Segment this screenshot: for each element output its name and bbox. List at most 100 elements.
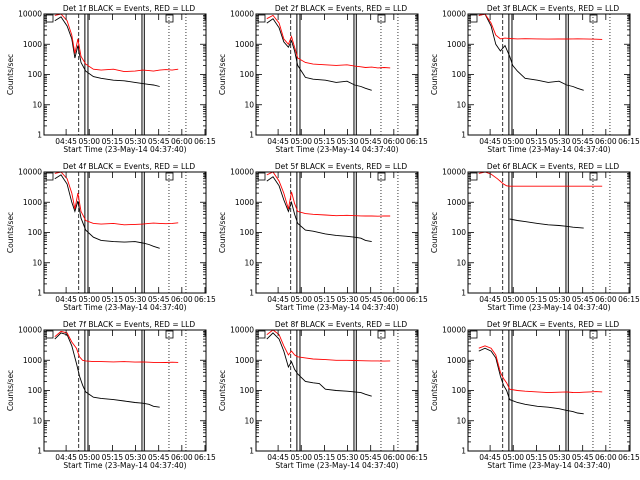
panel-det-5: 1 10 100 1000 10000 04:45 05:00 05:15 05:30 05:45… bbox=[218, 162, 428, 312]
x-tick-label: 05:45 bbox=[360, 453, 382, 462]
square-marker bbox=[165, 330, 174, 339]
x-tick-label: 06:15 bbox=[618, 137, 640, 146]
square-marker bbox=[257, 172, 266, 181]
x-tick-label: 06:00 bbox=[595, 137, 617, 146]
square-marker bbox=[377, 330, 386, 339]
x-tick-label: 05:00 bbox=[502, 295, 524, 304]
series-lld-line bbox=[54, 330, 179, 363]
y-tick-label: 1000 bbox=[235, 356, 254, 365]
y-tick-label: 10 bbox=[244, 258, 254, 267]
series-events-line bbox=[509, 218, 584, 229]
y-tick-label: 10000 bbox=[442, 326, 466, 335]
x-tick-label: 05:30 bbox=[125, 453, 147, 462]
y-tick-label: 10 bbox=[32, 258, 42, 267]
y-tick-label: 100 bbox=[240, 228, 255, 237]
plot-frame bbox=[43, 13, 207, 136]
x-tick-label: 05:45 bbox=[148, 137, 170, 146]
x-tick-label: 05:00 bbox=[78, 453, 100, 462]
series-lld-line bbox=[478, 345, 603, 394]
x-tick-label: 05:30 bbox=[125, 137, 147, 146]
x-axis-label: Start Time (23-May-14 04:37:40) bbox=[63, 461, 186, 470]
x-tick-label: 06:00 bbox=[383, 453, 405, 462]
x-axis-label: Start Time (23-May-14 04:37:40) bbox=[487, 303, 610, 312]
x-tick-label: 05:30 bbox=[337, 137, 359, 146]
y-tick-label: 100 bbox=[240, 70, 255, 79]
y-tick-label: 1 bbox=[249, 447, 254, 456]
y-tick-label: 10000 bbox=[18, 168, 42, 177]
panel-title: Det 6f BLACK = Events, RED = LLD bbox=[487, 162, 620, 171]
panel-title: Det 2f BLACK = Events, RED = LLD bbox=[275, 4, 408, 13]
y-axis-label: Counts/sec bbox=[6, 212, 15, 253]
square-marker bbox=[165, 172, 174, 181]
y-tick-label: 1 bbox=[461, 447, 466, 456]
x-axis-label: Start Time (23-May-14 04:37:40) bbox=[275, 303, 398, 312]
x-tick-label: 05:15 bbox=[526, 453, 548, 462]
x-tick-label: 05:30 bbox=[549, 453, 571, 462]
y-tick-label: 1000 bbox=[23, 40, 42, 49]
x-tick-label: 06:00 bbox=[171, 295, 193, 304]
x-tick-label: 05:30 bbox=[337, 453, 359, 462]
x-tick-label: 05:15 bbox=[102, 453, 124, 462]
series-lld-line bbox=[266, 329, 391, 362]
y-tick-label: 1000 bbox=[235, 198, 254, 207]
y-tick-label: 10 bbox=[32, 416, 42, 425]
series-events-line bbox=[54, 174, 160, 249]
y-tick-label: 10000 bbox=[18, 326, 42, 335]
y-tick-label: 1000 bbox=[23, 198, 42, 207]
y-tick-label: 100 bbox=[28, 386, 43, 395]
y-tick-label: 1000 bbox=[447, 356, 466, 365]
x-tick-label: 06:00 bbox=[383, 295, 405, 304]
x-tick-label: 06:15 bbox=[406, 295, 428, 304]
x-tick-label: 06:15 bbox=[406, 453, 428, 462]
series-lld-line bbox=[54, 171, 179, 226]
square-marker bbox=[589, 172, 598, 181]
x-tick-label: 04:45 bbox=[479, 295, 501, 304]
y-tick-label: 100 bbox=[452, 228, 467, 237]
x-tick-label: 05:15 bbox=[314, 453, 336, 462]
panel-det-9: 1 10 100 1000 10000 04:45 05:00 05:15 05:30 05:45… bbox=[430, 320, 640, 470]
series-events-line bbox=[266, 18, 372, 91]
x-tick-label: 06:00 bbox=[383, 137, 405, 146]
y-axis-label: Counts/sec bbox=[430, 370, 439, 411]
x-axis-label: Start Time (23-May-14 04:37:40) bbox=[275, 461, 398, 470]
y-tick-label: 1000 bbox=[23, 356, 42, 365]
panel-det-1: 1 10 100 1000 10000 04:45 05:00 05:15 05:30 05:45… bbox=[6, 4, 216, 154]
y-axis-label: Counts/sec bbox=[6, 54, 15, 95]
x-tick-label: 05:30 bbox=[549, 137, 571, 146]
y-axis-label: Counts/sec bbox=[430, 212, 439, 253]
x-tick-label: 05:00 bbox=[78, 137, 100, 146]
x-tick-label: 05:00 bbox=[290, 453, 312, 462]
x-tick-label: 05:45 bbox=[148, 453, 170, 462]
x-tick-label: 04:45 bbox=[55, 295, 77, 304]
y-tick-label: 1000 bbox=[447, 40, 466, 49]
panel-title: Det 3f BLACK = Events, RED = LLD bbox=[487, 4, 620, 13]
x-tick-label: 06:00 bbox=[171, 453, 193, 462]
y-tick-label: 1 bbox=[37, 289, 42, 298]
panel-det-3: 1 10 100 1000 10000 04:45 05:00 05:15 05:30 05:45… bbox=[430, 4, 640, 154]
x-tick-label: 06:15 bbox=[194, 453, 216, 462]
square-marker bbox=[257, 330, 266, 339]
series-lld-line bbox=[266, 171, 391, 217]
series-lld-line bbox=[54, 13, 179, 73]
y-axis-label: Counts/sec bbox=[6, 370, 15, 411]
panel-det-4: 1 10 100 1000 10000 04:45 05:00 05:15 05:30 05:45… bbox=[6, 162, 216, 312]
x-tick-label: 04:45 bbox=[267, 137, 289, 146]
panel-title: Det 7f BLACK = Events, RED = LLD bbox=[63, 320, 196, 329]
square-marker bbox=[257, 14, 266, 23]
panel-title: Det 4f BLACK = Events, RED = LLD bbox=[63, 162, 196, 171]
x-axis-label: Start Time (23-May-14 04:37:40) bbox=[487, 461, 610, 470]
x-tick-label: 05:15 bbox=[314, 137, 336, 146]
x-tick-label: 05:00 bbox=[78, 295, 100, 304]
panel-det-6: 1 10 100 1000 10000 04:45 05:00 05:15 05:30 05:45… bbox=[430, 162, 640, 312]
y-tick-label: 1 bbox=[37, 131, 42, 140]
y-tick-label: 1 bbox=[461, 289, 466, 298]
x-tick-label: 04:45 bbox=[267, 453, 289, 462]
series-events-line bbox=[478, 347, 584, 415]
y-tick-label: 10000 bbox=[18, 10, 42, 19]
square-marker bbox=[165, 14, 174, 23]
square-marker bbox=[45, 14, 54, 23]
series-lld-line bbox=[266, 14, 391, 69]
y-tick-label: 1000 bbox=[235, 40, 254, 49]
y-tick-label: 100 bbox=[28, 70, 43, 79]
